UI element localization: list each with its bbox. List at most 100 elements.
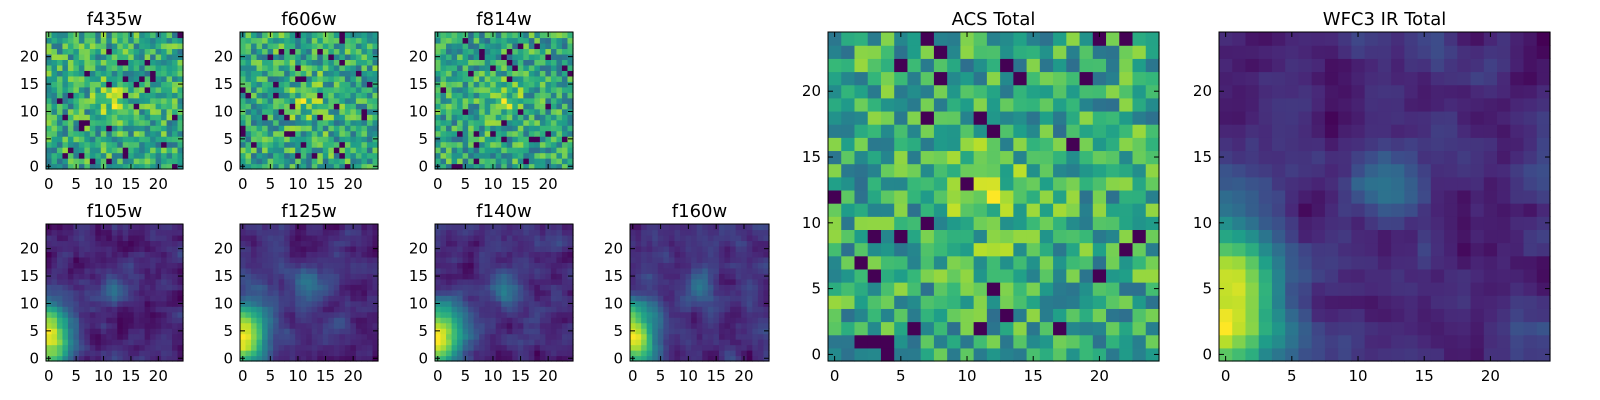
heatmap-cell (880, 242, 895, 257)
heatmap-cell (501, 262, 508, 269)
heatmap-cell (534, 300, 541, 307)
heatmap-cell (674, 317, 681, 324)
heatmap-cell (62, 42, 69, 50)
heatmap-cell (567, 289, 574, 296)
heatmap-cell (251, 350, 258, 357)
heatmap-cell (495, 163, 502, 170)
heatmap-cell (1066, 347, 1081, 362)
heatmap-cell (262, 152, 269, 159)
heatmap-cell (267, 64, 274, 71)
heatmap-cell (1079, 255, 1094, 270)
heatmap-cell (1053, 189, 1067, 204)
heatmap-cell (528, 42, 535, 50)
heatmap-cell (550, 37, 558, 44)
heatmap-cell (322, 328, 329, 335)
heatmap-cell (62, 141, 69, 148)
heatmap-cell (295, 53, 302, 60)
heatmap-cell (106, 48, 113, 55)
heatmap-cell (361, 103, 368, 110)
heatmap-cell (567, 311, 574, 318)
heatmap-cell (641, 229, 648, 236)
heatmap-cell (366, 344, 374, 351)
heatmap-cell (273, 114, 280, 121)
heatmap-cell (166, 48, 173, 55)
heatmap-cell (462, 289, 469, 296)
heatmap-cell (350, 97, 357, 104)
heatmap-cell (62, 295, 69, 302)
heatmap-cell (528, 317, 535, 324)
heatmap-cell (322, 136, 329, 143)
heatmap-cell (462, 108, 469, 115)
heatmap-cell (300, 81, 307, 88)
heatmap-cell (251, 273, 258, 280)
heatmap-cell (128, 251, 135, 258)
heatmap-cell (278, 75, 285, 82)
heatmap-cell (735, 339, 742, 346)
heatmap-cell (46, 278, 53, 285)
heatmap-cell (523, 251, 530, 258)
heatmap-cell (668, 295, 676, 302)
heatmap-cell (550, 251, 558, 258)
heatmap-cell (73, 289, 80, 296)
heatmap-cell (567, 147, 574, 154)
heatmap-cell (161, 125, 168, 132)
heatmap-cell (484, 229, 491, 236)
heatmap-cell (550, 306, 558, 313)
heatmap-cell (284, 284, 291, 291)
heatmap-cell (724, 350, 731, 357)
heatmap-cell (355, 152, 363, 159)
heatmap-cell (161, 147, 168, 154)
heatmap-cell (51, 333, 58, 340)
heatmap-cell (155, 59, 162, 66)
heatmap-cell (267, 152, 274, 159)
heatmap-cell (155, 152, 162, 159)
heatmap-cell (328, 37, 335, 44)
heatmap-cell (273, 317, 280, 324)
heatmap-cell (366, 108, 374, 115)
heatmap-cell (177, 289, 184, 296)
heatmap-cell (495, 322, 502, 329)
heatmap-cell (89, 64, 96, 71)
heatmap-cell (311, 152, 318, 159)
heatmap-cell (161, 295, 168, 302)
heatmap-cell (545, 97, 552, 104)
heatmap-cell (1000, 295, 1014, 309)
heatmap-cell (657, 328, 664, 335)
heatmap-cell (56, 152, 64, 159)
heatmap-cell (84, 108, 91, 115)
heatmap-cell (1132, 321, 1147, 336)
heatmap-cell (479, 130, 486, 137)
heatmap-cell (67, 32, 74, 39)
heatmap-cell (262, 350, 269, 357)
heatmap-cell (691, 229, 698, 236)
heatmap-cell (339, 125, 346, 132)
heatmap-cell (67, 284, 74, 291)
heatmap-cell (300, 152, 307, 159)
heatmap-cell (150, 224, 157, 231)
heatmap-cell (133, 245, 140, 252)
heatmap-cell (284, 59, 291, 66)
heatmap-cell (111, 328, 118, 335)
heatmap-cell (344, 240, 351, 247)
heatmap-cell (46, 75, 53, 82)
heatmap-cell (495, 158, 502, 165)
heatmap-cell (1000, 308, 1014, 323)
heatmap-cell (111, 152, 118, 159)
heatmap-cell (62, 75, 69, 82)
heatmap-cell (435, 86, 442, 93)
heatmap-cell (501, 97, 508, 104)
heatmap-cell (1053, 229, 1067, 244)
heatmap-cell (539, 108, 546, 115)
heatmap-cell (473, 311, 480, 318)
heatmap-cell (512, 262, 519, 269)
heatmap-cell (718, 245, 726, 252)
heatmap-cell (311, 108, 318, 115)
heatmap-cell (691, 289, 698, 296)
heatmap-cell (501, 284, 508, 291)
heatmap-cell (161, 267, 168, 274)
heatmap-cell (680, 333, 687, 340)
heatmap-cell (707, 295, 714, 302)
heatmap-cell (757, 339, 765, 346)
heatmap-cell (735, 267, 742, 274)
heatmap-cell (161, 119, 168, 126)
